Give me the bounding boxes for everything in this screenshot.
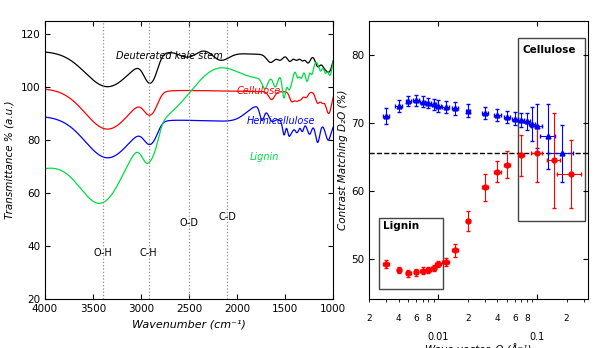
Text: 2: 2 [564, 314, 569, 323]
Text: C-D: C-D [218, 212, 236, 222]
Y-axis label: Contrast Matching D₂O (%): Contrast Matching D₂O (%) [338, 90, 348, 230]
Text: Lignin: Lignin [383, 221, 419, 231]
Text: Hemicellulose: Hemicellulose [247, 116, 315, 126]
Text: O-D: O-D [179, 219, 199, 228]
Text: 2: 2 [366, 314, 372, 323]
Text: 4: 4 [396, 314, 401, 323]
Text: 4: 4 [494, 314, 500, 323]
Text: O-H: O-H [93, 247, 112, 258]
Text: 6: 6 [512, 314, 518, 323]
Text: Wave vector, Q (Å⁻¹): Wave vector, Q (Å⁻¹) [425, 344, 532, 348]
Text: Cellulose: Cellulose [237, 86, 281, 96]
Text: 2: 2 [465, 314, 470, 323]
Y-axis label: Transmittance % (a.u.): Transmittance % (a.u.) [5, 101, 15, 219]
Text: 8: 8 [425, 314, 431, 323]
Text: 0.01: 0.01 [427, 332, 449, 342]
Text: Cellulose: Cellulose [523, 45, 576, 55]
Text: C-H: C-H [140, 247, 157, 258]
X-axis label: Wavenumber (cm⁻¹): Wavenumber (cm⁻¹) [132, 320, 246, 330]
Text: Deuterated kale stem: Deuterated kale stem [116, 51, 223, 61]
Bar [518, 38, 584, 221]
Text: 6: 6 [413, 314, 419, 323]
Bar [379, 218, 443, 289]
Text: Lignin: Lignin [250, 152, 279, 162]
Text: 0.1: 0.1 [529, 332, 544, 342]
Text: 8: 8 [524, 314, 530, 323]
